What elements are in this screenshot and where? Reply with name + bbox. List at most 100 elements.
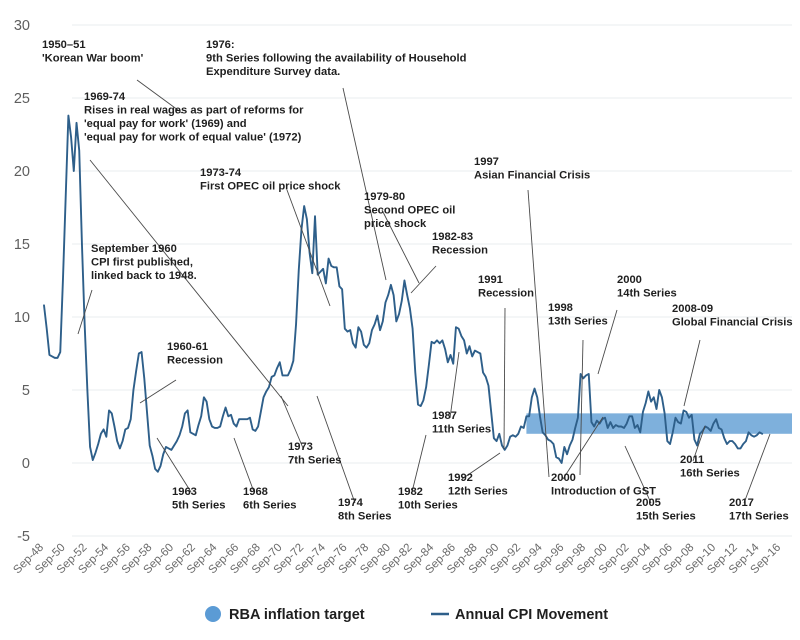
annotation-line: 1976:	[206, 39, 235, 51]
annotation-leader-asian-financial-crisis-1997	[527, 189, 550, 478]
annotation-series-9-1976: 1976: 9th Series following the availabili…	[206, 39, 467, 78]
annotation-line: 1997	[474, 156, 499, 168]
annotation-leader-series-17-2017	[743, 433, 771, 504]
annotation-leader-series-11-1987	[449, 351, 460, 419]
annotation-line: 15th Series	[636, 511, 696, 523]
annotation-first-opec-shock-1973-74: 1973-74 First OPEC oil price shock	[200, 167, 341, 193]
annotation-series-11-1987: 1987 11th Series	[432, 410, 491, 436]
annotation-line: Expenditure Survey data.	[206, 66, 340, 78]
legend-marker-circle	[205, 606, 221, 622]
annotation-line: 6th Series	[243, 500, 296, 512]
annotation-line: 1973-74	[200, 167, 242, 179]
annotation-line: linked back to 1948.	[91, 270, 197, 282]
annotation-line: 1974	[338, 497, 364, 509]
annotation-line: Second OPEC oil	[364, 205, 455, 217]
y-axis-tick-label: 25	[14, 91, 30, 107]
annotation-line: 'equal pay for work of equal value' (197…	[84, 132, 302, 144]
annotation-line: 'equal pay for work' (1969) and	[84, 118, 247, 130]
annotation-line: 'Korean War boom'	[42, 53, 144, 65]
annotation-line: 1963	[172, 486, 197, 498]
x-axis-tick-labels: Sep-48Sep-50Sep-52Sep-54Sep-56Sep-58Sep-…	[11, 541, 783, 576]
annotation-line: First OPEC oil price shock	[200, 181, 341, 193]
annotation-line: Introduction of GST	[551, 486, 656, 498]
annotation-leader-global-financial-crisis-2008-09	[683, 339, 701, 407]
annotation-leader-recession-1982-83	[410, 265, 437, 294]
annotation-leader-series-5-1963	[156, 437, 192, 493]
chart-legend: RBA inflation target Annual CPI Movement	[205, 606, 608, 623]
rba-target-band	[526, 413, 792, 434]
annotation-leader-series-8-1974	[316, 395, 356, 504]
cpi-series-line	[43, 114, 764, 473]
annotation-line: 10th Series	[398, 500, 458, 512]
annotation-line: 16th Series	[680, 468, 740, 480]
annotation-line: 9th Series following the availability of…	[206, 53, 467, 65]
annotation-cpi-first-published-1960: September 1960 CPI first published, linked…	[91, 243, 197, 282]
annotation-series-7-1973: 1973 7th Series	[288, 441, 341, 467]
annotation-leader-series-7-1973	[280, 395, 304, 449]
annotation-line: 2005	[636, 497, 661, 509]
annotation-second-opec-shock-1979-80: 1979-80 Second OPEC oil price shock	[364, 191, 455, 230]
annotation-real-wage-rises-1969-74: 1969-74 Rises in real wages as part of re…	[84, 91, 304, 144]
annotation-line: 1982	[398, 486, 423, 498]
annotation-line: 1973	[288, 441, 313, 453]
annotation-line: 2011	[680, 454, 704, 466]
annotation-line: 2008-09	[672, 303, 713, 315]
annotation-line: Recession	[432, 245, 488, 257]
annotation-leader-series-13-1998	[579, 339, 584, 476]
annotation-line: 1960-61	[167, 341, 208, 353]
annotation-leader-gst-2000	[562, 416, 604, 480]
annotation-line: Recession	[167, 355, 223, 367]
y-axis-tick-label: -5	[17, 529, 30, 545]
annotation-series-8-1974: 1974 8th Series	[338, 497, 391, 523]
annotation-line: 12th Series	[448, 486, 508, 498]
annotation-series-6-1968: 1968 6th Series	[243, 486, 296, 512]
annotation-series-13-1998: 1998 13th Series	[548, 302, 608, 328]
y-axis-tick-label: 30	[14, 18, 30, 34]
annotation-line: 1991	[478, 274, 503, 286]
annotation-leader-series-16-2011	[692, 425, 706, 462]
annotation-line: 17th Series	[729, 511, 789, 523]
annotation-line: 1968	[243, 486, 268, 498]
annotation-gst-2000: 2000 Introduction of GST	[551, 472, 656, 498]
annotation-line: September 1960	[91, 243, 177, 255]
annotation-series-12-1992: 1992 12th Series	[448, 472, 508, 498]
annotation-line: 11th Series	[432, 424, 491, 436]
y-axis-tick-label: 15	[14, 237, 30, 253]
annotation-leader-real-wage-rises-1969-74	[89, 159, 289, 407]
y-axis-tick-labels: -5 0 5 10 15 20 25 30	[14, 18, 30, 545]
annotation-leader-cpi-first-published-1960	[77, 289, 93, 335]
annotation-leader-korean-war-boom	[136, 79, 183, 114]
annotation-line: CPI first published,	[91, 257, 193, 269]
annotation-series-15-2005: 2005 15th Series	[636, 497, 696, 523]
annotation-series-10-1982: 1982 10th Series	[398, 486, 458, 512]
annotation-series-14-2000: 2000 14th Series	[617, 274, 677, 300]
annotation-leader-series-12-1992	[461, 452, 501, 480]
legend-label: Annual CPI Movement	[455, 607, 608, 623]
annotation-line: 1987	[432, 410, 457, 422]
y-axis-tick-label: 20	[14, 164, 30, 180]
annotation-line: Rises in real wages as part of reforms f…	[84, 105, 304, 117]
annotation-line: 1982-83	[432, 231, 473, 243]
annotation-leader-second-opec-shock-1979-80	[381, 209, 420, 284]
annotation-leader-series-10-1982	[411, 434, 427, 493]
annotation-line: 8th Series	[338, 511, 391, 523]
annotation-korean-war-boom: 1950–51 'Korean War boom'	[42, 39, 144, 65]
rba-inflation-target-band	[526, 413, 792, 434]
annotation-leader-recession-1991	[503, 307, 506, 450]
annotation-leader-series-9-1976	[342, 87, 387, 281]
annotation-leader-lines	[77, 79, 771, 504]
annotation-line: 1992	[448, 472, 473, 484]
annotation-line: 2017	[729, 497, 754, 509]
annotation-recession-1991: 1991 Recession	[478, 274, 534, 300]
annotation-series-5-1963: 1963 5th Series	[172, 486, 225, 512]
annotation-line: Global Financial Crisis	[672, 317, 793, 329]
annotation-global-financial-crisis-2008-09: 2008-09 Global Financial Crisis	[672, 303, 793, 329]
annotation-line: Recession	[478, 288, 534, 300]
annotation-line: 5th Series	[172, 500, 225, 512]
annotation-leader-series-6-1968	[233, 437, 255, 493]
y-axis-tick-label: 5	[22, 383, 30, 399]
annotation-line: 1969-74	[84, 91, 126, 103]
annotation-line: 1950–51	[42, 39, 86, 51]
